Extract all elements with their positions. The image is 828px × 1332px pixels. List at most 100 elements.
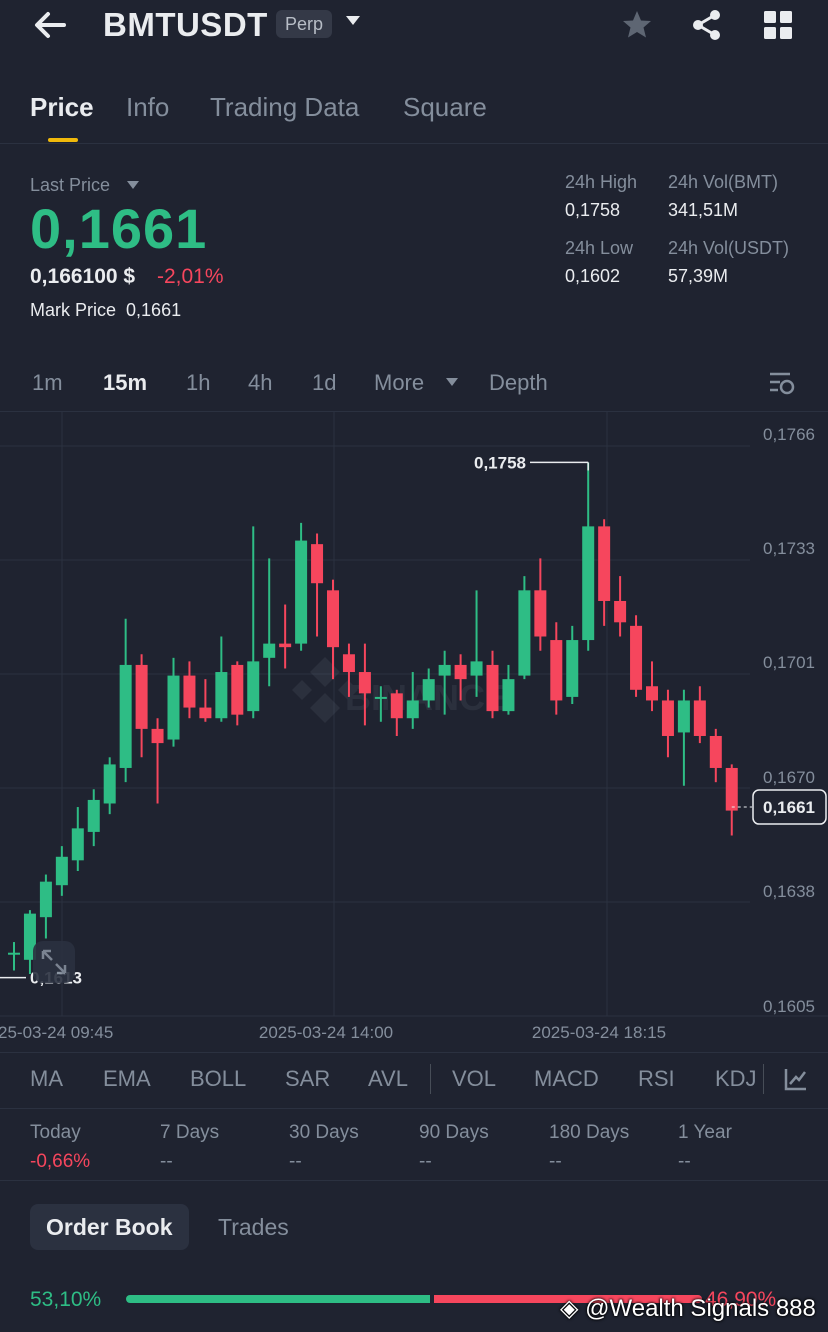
indicator-ema[interactable]: EMA	[103, 1066, 151, 1091]
candle	[550, 622, 563, 715]
divider	[0, 1052, 828, 1053]
perf-1y-value: --	[678, 1151, 691, 1172]
candle	[103, 757, 116, 815]
candle	[502, 664, 515, 715]
candle	[661, 689, 674, 758]
candle	[614, 576, 627, 637]
indicator-kdj[interactable]: KDJ	[715, 1066, 757, 1091]
vol-bmt-value: 341,51M	[668, 200, 739, 220]
sell-ratio-bar	[434, 1295, 702, 1303]
y-tick-label: 0,1670	[763, 768, 815, 787]
tab-square[interactable]: Square	[403, 92, 487, 122]
watermark-text: ◈ @Wealth Signals 888	[560, 1294, 816, 1323]
mark-price-label: Mark Price	[30, 300, 117, 320]
chevron-down-icon[interactable]	[346, 16, 360, 25]
perf-90d-label: 90 Days	[419, 1122, 489, 1143]
indicator-rsi[interactable]: RSI	[638, 1066, 675, 1091]
interval-1h[interactable]: 1h	[186, 370, 211, 395]
low-label: 24h Low	[565, 238, 634, 258]
divider	[0, 143, 828, 144]
mark-price-value: 0,1661	[126, 300, 182, 320]
candle	[406, 672, 419, 729]
candle	[215, 636, 228, 722]
y-tick-label: 0,1766	[763, 425, 815, 444]
divider	[0, 1108, 828, 1109]
perf-30d-label: 30 Days	[289, 1122, 359, 1143]
indicator-sar[interactable]: SAR	[285, 1066, 331, 1091]
buy-ratio-bar	[126, 1295, 430, 1303]
perf-today-label: Today	[30, 1122, 81, 1143]
candle	[693, 686, 706, 744]
last-price-tag	[752, 789, 827, 825]
chevron-down-icon[interactable]	[127, 181, 139, 189]
divider	[0, 1180, 828, 1181]
pair-title[interactable]: BMTUSDT	[103, 6, 268, 43]
sell-percentage: 46,90%	[705, 1288, 777, 1311]
active-tab-indicator	[48, 138, 78, 142]
share-icon[interactable]	[690, 8, 724, 42]
candle	[199, 679, 212, 722]
low-value: 0,1602	[565, 266, 621, 286]
interval-more[interactable]: More	[374, 370, 425, 395]
indicator-ma[interactable]: MA	[30, 1066, 63, 1091]
candle	[167, 657, 180, 747]
expand-chart-button[interactable]	[33, 941, 75, 983]
last-price-label[interactable]: Last Price	[30, 175, 111, 195]
indicator-macd[interactable]: MACD	[534, 1066, 599, 1091]
candle	[438, 650, 451, 715]
candlestick-chart[interactable]: BINANCE 0,17660,17330,17010,16700,16380,…	[0, 412, 828, 1052]
indicator-boll[interactable]: BOLL	[190, 1066, 247, 1091]
perf-1y-label: 1 Year	[678, 1122, 732, 1143]
tab-trading-data[interactable]: Trading Data	[210, 92, 360, 122]
chevron-down-icon[interactable]	[446, 378, 458, 386]
candle	[646, 661, 658, 712]
candle	[518, 576, 531, 680]
candle	[55, 846, 68, 896]
grid-icon[interactable]	[761, 8, 795, 42]
candle	[582, 462, 595, 651]
candle	[247, 526, 260, 719]
y-tick-label: 0,1605	[763, 997, 815, 1016]
tab-trades[interactable]: Trades	[218, 1214, 289, 1240]
diamond-logo-icon: ◈	[560, 1295, 579, 1322]
candle	[358, 643, 371, 726]
candle	[709, 728, 722, 783]
candle	[725, 764, 738, 836]
tab-info[interactable]: Info	[126, 92, 170, 122]
candle	[279, 604, 292, 669]
indicator-avl[interactable]: AVL	[368, 1066, 408, 1091]
candle	[470, 590, 483, 697]
candle	[390, 689, 403, 736]
tab-price[interactable]: Price	[30, 92, 94, 122]
candle	[23, 910, 36, 975]
perf-180d-value: --	[549, 1151, 562, 1172]
candle	[454, 654, 467, 701]
back-arrow-icon[interactable]	[30, 8, 72, 42]
candle	[534, 558, 547, 651]
interval-4h[interactable]: 4h	[248, 370, 273, 395]
tab-order-book[interactable]: Order Book	[30, 1204, 189, 1250]
chart-grid	[0, 412, 828, 1017]
y-tick-label: 0,1733	[763, 539, 815, 558]
mark-price: Mark Price 0,1661	[30, 300, 181, 321]
chart-settings-icon[interactable]	[768, 370, 796, 396]
candle	[183, 661, 196, 719]
main-tabs: Price Info Trading Data Square	[0, 84, 828, 144]
candle	[263, 558, 276, 687]
interval-15m[interactable]: 15m	[103, 370, 148, 395]
x-tick-label: 25-03-24 09:45	[0, 1023, 113, 1042]
depth-tab[interactable]: Depth	[489, 370, 548, 395]
candle	[327, 579, 339, 680]
star-icon[interactable]	[620, 8, 654, 42]
candle	[422, 668, 435, 708]
candle	[374, 686, 387, 722]
last-price-tag-label: 0,1661	[763, 798, 815, 817]
candle	[630, 615, 643, 697]
interval-1d[interactable]: 1d	[312, 370, 337, 395]
indicator-vol[interactable]: VOL	[452, 1066, 497, 1091]
indicator-chart-icon[interactable]	[783, 1066, 809, 1092]
x-tick-label: 2025-03-24 18:15	[532, 1023, 666, 1042]
candle	[8, 942, 20, 971]
high-label: 24h High	[565, 172, 638, 192]
interval-1m[interactable]: 1m	[32, 370, 63, 395]
